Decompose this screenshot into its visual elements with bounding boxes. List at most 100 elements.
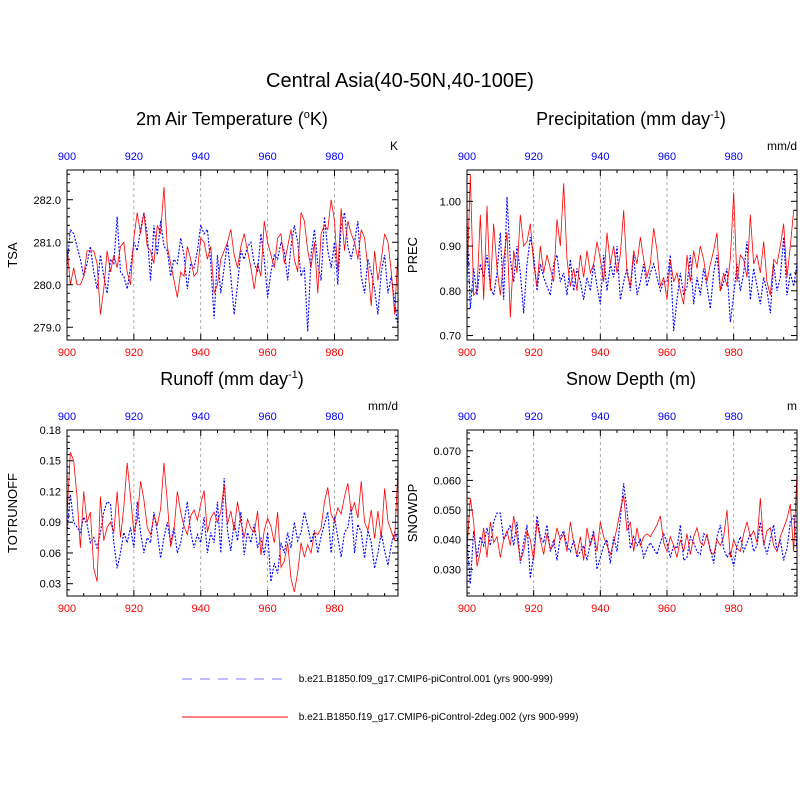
y-tick-label-runoff-4: 0.15 xyxy=(40,456,61,468)
chart-prec: 900 900 920 920 940 940 960 960 980 980 0.70 0.80 0.… xyxy=(405,139,798,359)
y-tick-label-snowdp-0: 0.030 xyxy=(433,564,461,576)
y-axis-label-runoff: TOTRUNOFF xyxy=(5,473,20,553)
legend-line-blue-icon xyxy=(182,678,288,680)
plot-frame-tsa xyxy=(66,169,399,341)
plot-frame-runoff xyxy=(66,429,399,597)
y-tick-label-tsa-2: 281.0 xyxy=(33,237,61,249)
x-tick-label-top-prec-900: 900 xyxy=(458,151,476,163)
y-axis-label-prec: PREC xyxy=(405,237,420,273)
x-tick-label-top-snowdp-900: 900 xyxy=(458,411,476,423)
panel-title-tsa-sup: o xyxy=(303,109,310,121)
y-tick-label-prec-3: 1.00 xyxy=(440,196,461,208)
legend-line-red-icon xyxy=(182,716,288,718)
units-label-tsa: K xyxy=(390,139,398,153)
units-label-snowdp: m xyxy=(787,399,797,413)
x-tick-label-top-prec-960: 960 xyxy=(658,151,676,163)
y-tick-label-runoff-2: 0.09 xyxy=(40,517,61,529)
x-tick-label-bottom-tsa-980: 980 xyxy=(325,347,343,359)
series-line-snowdp-red xyxy=(466,471,798,567)
y-tick-label-tsa-3: 282.0 xyxy=(33,195,61,207)
x-tick-label-top-runoff-920: 920 xyxy=(125,411,143,423)
panel-title-snowdp: Snow Depth (m) xyxy=(451,369,800,390)
plot-frame-snowdp xyxy=(466,429,798,597)
panel-title-tsa-pre: 2m Air Temperature ( xyxy=(136,109,304,129)
x-tick-label-top-runoff-940: 940 xyxy=(192,411,210,423)
x-tick-label-top-snowdp-980: 980 xyxy=(724,411,742,423)
x-tick-label-bottom-tsa-900: 900 xyxy=(58,347,76,359)
panel-title-tsa-post: K) xyxy=(309,109,328,129)
page-title: Central Asia(40-50N,40-100E) xyxy=(266,70,534,92)
y-tick-label-prec-0: 0.70 xyxy=(440,331,461,343)
x-tick-label-top-tsa-940: 940 xyxy=(192,151,210,163)
x-tick-label-top-runoff-960: 960 xyxy=(258,411,276,423)
x-tick-label-top-snowdp-960: 960 xyxy=(658,411,676,423)
y-axis-label-tsa: TSA xyxy=(5,242,20,268)
y-tick-label-snowdp-3: 0.060 xyxy=(433,475,461,487)
panel-title-prec-post: ) xyxy=(719,109,726,129)
panel-title-runoff-sup: -1 xyxy=(287,369,298,381)
y-tick-label-runoff-5: 0.18 xyxy=(40,425,61,437)
x-tick-label-top-runoff-980: 980 xyxy=(325,411,343,423)
panel-title-runoff: Runoff (mm day-1) xyxy=(52,369,412,390)
x-tick-label-bottom-tsa-940: 940 xyxy=(192,347,210,359)
x-tick-label-bottom-prec-920: 920 xyxy=(524,347,542,359)
x-tick-label-bottom-runoff-900: 900 xyxy=(58,603,76,615)
legend-entry-blue: b.e21.B1850.f09_g17.CMIP6-piControl.001 … xyxy=(180,673,553,685)
x-tick-label-top-tsa-980: 980 xyxy=(325,151,343,163)
y-tick-label-runoff-0: 0.03 xyxy=(40,579,61,591)
y-tick-label-snowdp-4: 0.070 xyxy=(433,446,461,458)
x-tick-label-top-runoff-900: 900 xyxy=(58,411,76,423)
x-tick-label-top-prec-980: 980 xyxy=(724,151,742,163)
x-tick-label-bottom-runoff-960: 960 xyxy=(258,603,276,615)
x-tick-label-bottom-runoff-940: 940 xyxy=(192,603,210,615)
series-line-runoff-blue xyxy=(66,478,399,582)
units-label-prec: mm/d xyxy=(767,139,797,153)
x-tick-label-bottom-prec-900: 900 xyxy=(458,347,476,359)
series-line-prec-red xyxy=(466,174,797,318)
x-tick-label-bottom-tsa-960: 960 xyxy=(258,347,276,359)
chart-tsa: 900 900 920 920 940 940 960 960 980 980 279.0 280.0… xyxy=(5,139,399,359)
legend-label-red: b.e21.B1850.f19_g17.CMIP6-piControl-2deg… xyxy=(298,711,579,723)
series-line-runoff-red xyxy=(66,452,399,592)
legend-entry-red: b.e21.B1850.f19_g17.CMIP6-piControl-2deg… xyxy=(180,711,578,723)
panel-title-runoff-pre: Runoff (mm day xyxy=(160,369,288,389)
panel-title-snowdp-pre: Snow Depth (m) xyxy=(565,369,697,389)
legend-label-blue: b.e21.B1850.f09_g17.CMIP6-piControl.001 … xyxy=(298,673,553,685)
panel-title-prec-sup: -1 xyxy=(710,109,720,121)
panel-title-tsa: 2m Air Temperature (oK) xyxy=(52,109,412,130)
y-tick-label-prec-1: 0.80 xyxy=(440,286,461,298)
x-tick-label-bottom-prec-980: 980 xyxy=(724,347,742,359)
x-tick-label-top-snowdp-940: 940 xyxy=(591,411,609,423)
x-tick-label-bottom-snowdp-980: 980 xyxy=(724,603,742,615)
units-label-runoff: mm/d xyxy=(368,399,398,413)
y-tick-label-snowdp-2: 0.050 xyxy=(433,505,461,517)
x-tick-label-bottom-snowdp-940: 940 xyxy=(591,603,609,615)
y-tick-label-runoff-1: 0.06 xyxy=(40,548,61,560)
series-line-tsa-blue xyxy=(66,212,399,332)
x-tick-label-bottom-snowdp-900: 900 xyxy=(458,603,476,615)
y-tick-label-tsa-0: 279.0 xyxy=(33,322,61,334)
x-tick-label-bottom-snowdp-960: 960 xyxy=(658,603,676,615)
chart-snowdp: 900 900 920 920 940 940 960 960 980 980 0.030 0.040… xyxy=(405,399,798,615)
series-line-tsa-red xyxy=(66,186,399,315)
x-tick-label-top-prec-940: 940 xyxy=(591,151,609,163)
x-tick-label-top-tsa-920: 920 xyxy=(125,151,143,163)
x-tick-label-top-tsa-960: 960 xyxy=(258,151,276,163)
x-tick-label-top-snowdp-920: 920 xyxy=(524,411,542,423)
series-line-prec-blue xyxy=(466,196,798,332)
y-tick-label-snowdp-1: 0.040 xyxy=(433,535,461,547)
panel-title-prec: Precipitation (mm day-1) xyxy=(451,109,800,130)
y-axis-label-snowdp: SNOWDP xyxy=(405,484,420,543)
y-tick-label-runoff-3: 0.12 xyxy=(40,486,61,498)
y-tick-label-prec-2: 0.90 xyxy=(440,241,461,253)
panel-title-prec-pre: Precipitation (mm day xyxy=(536,109,711,129)
x-tick-label-top-prec-920: 920 xyxy=(524,151,542,163)
x-tick-label-bottom-runoff-920: 920 xyxy=(125,603,143,615)
chart-runoff: 900 900 920 920 940 940 960 960 980 980 0.03 0.06 0.… xyxy=(5,399,399,615)
x-tick-label-top-tsa-900: 900 xyxy=(58,151,76,163)
x-tick-label-bottom-runoff-980: 980 xyxy=(325,603,343,615)
x-tick-label-bottom-snowdp-920: 920 xyxy=(524,603,542,615)
y-tick-label-tsa-1: 280.0 xyxy=(33,280,61,292)
x-tick-label-bottom-prec-960: 960 xyxy=(658,347,676,359)
